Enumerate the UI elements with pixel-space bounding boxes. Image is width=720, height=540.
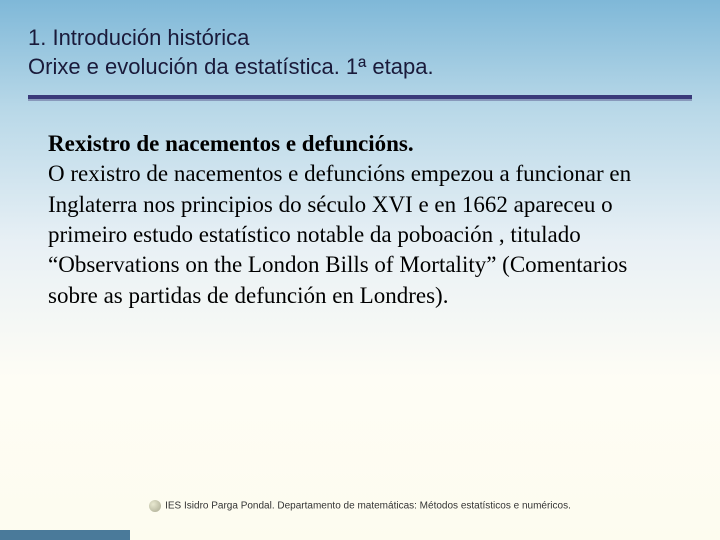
- title-line-1: 1. Introdución histórica: [28, 24, 692, 53]
- footer-text: IES Isidro Parga Pondal. Departamento de…: [165, 501, 571, 512]
- content-subtitle: Rexistro de nacementos e defuncións.: [48, 131, 672, 157]
- slide-footer: IES Isidro Parga Pondal. Departamento de…: [0, 500, 720, 512]
- title-line-2: Orixe e evolución da estatística. 1ª eta…: [28, 53, 692, 82]
- slide-content: Rexistro de nacementos e defuncións. O r…: [0, 99, 720, 311]
- globe-icon: [149, 500, 161, 512]
- bottom-accent-bar: [0, 530, 130, 540]
- content-body: O rexistro de nacementos e defuncións em…: [48, 159, 672, 311]
- slide-header: 1. Introdución histórica Orixe e evoluci…: [0, 0, 720, 89]
